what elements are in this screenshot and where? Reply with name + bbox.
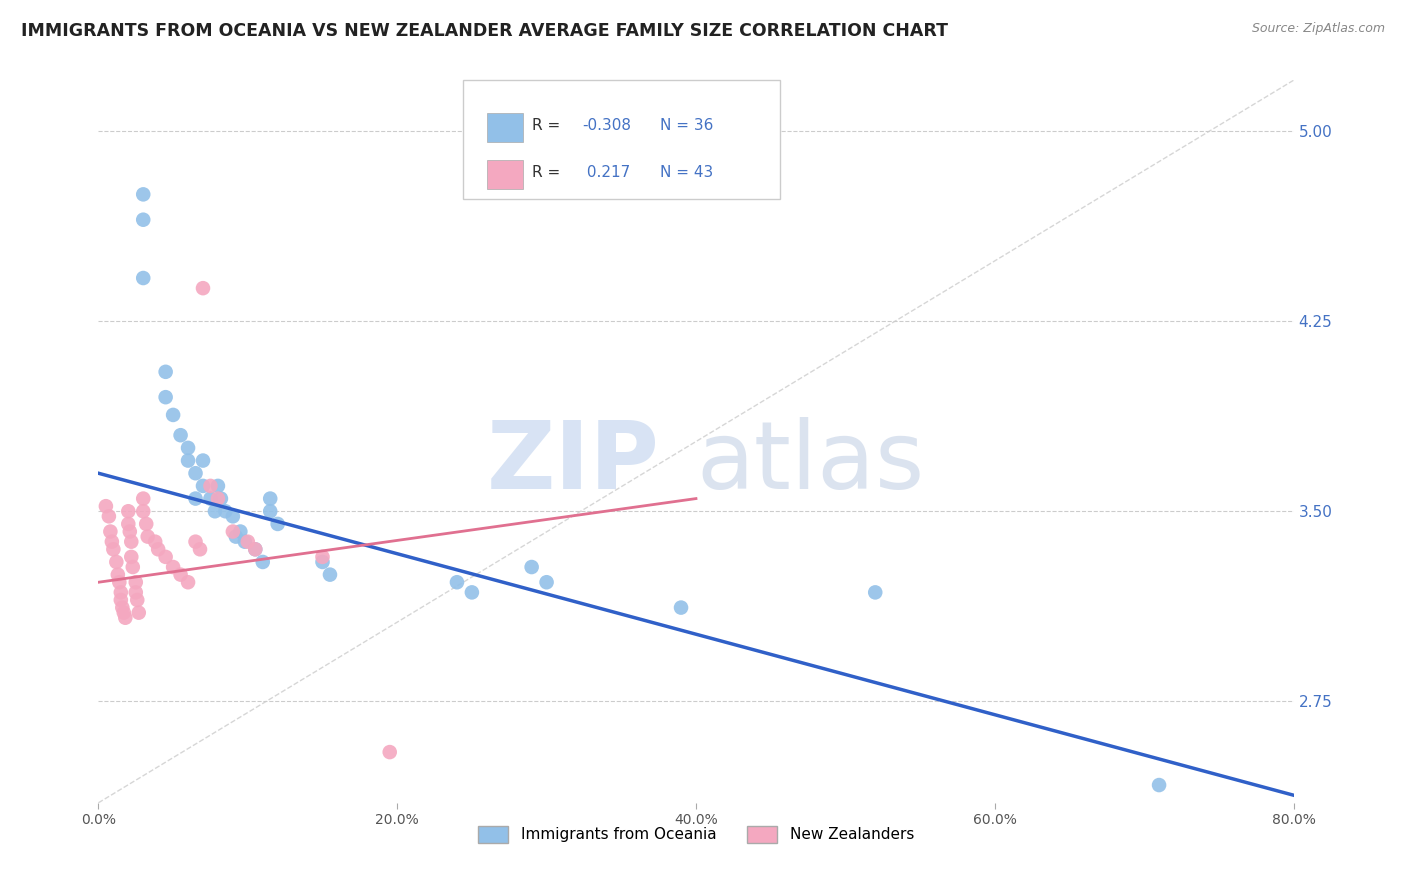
Point [127, 593, 149, 607]
Point [155, 549, 177, 564]
Text: N = 43: N = 43 [661, 164, 713, 179]
Point [107, 567, 129, 582]
Point [865, 585, 887, 599]
Point [191, 281, 214, 295]
Point [229, 524, 252, 539]
Point [252, 555, 274, 569]
Text: atlas: atlas [696, 417, 924, 509]
Point [132, 504, 155, 518]
Point [669, 600, 692, 615]
Point [184, 491, 207, 506]
Point [311, 555, 333, 569]
Point [169, 428, 191, 442]
Text: N = 36: N = 36 [661, 118, 713, 133]
Point [112, 606, 135, 620]
Point [536, 575, 558, 590]
FancyBboxPatch shape [486, 160, 523, 189]
Point [108, 575, 131, 590]
Point [101, 534, 124, 549]
Point [136, 530, 159, 544]
Point [207, 491, 229, 506]
Point [155, 365, 177, 379]
Point [169, 567, 191, 582]
Text: R =: R = [533, 118, 565, 133]
Point [132, 187, 155, 202]
Point [120, 534, 142, 549]
Point [319, 567, 342, 582]
Point [207, 479, 229, 493]
Point [245, 542, 267, 557]
Point [111, 600, 134, 615]
Point [191, 453, 214, 467]
Point [105, 555, 128, 569]
Point [98, 524, 122, 539]
Point [110, 593, 132, 607]
Point [225, 530, 247, 544]
Point [117, 504, 139, 518]
Point [1147, 778, 1170, 792]
Point [222, 524, 245, 539]
Point [128, 606, 150, 620]
Point [132, 271, 155, 285]
Point [155, 390, 177, 404]
Point [177, 441, 200, 455]
Point [209, 491, 232, 506]
Point [200, 479, 222, 493]
Point [520, 560, 543, 574]
Point [121, 560, 143, 574]
Point [117, 516, 139, 531]
Text: 0.217: 0.217 [582, 164, 631, 179]
Point [114, 611, 136, 625]
Point [184, 534, 207, 549]
Point [103, 542, 125, 557]
Point [143, 534, 166, 549]
Point [110, 585, 132, 599]
Text: ZIP: ZIP [488, 417, 661, 509]
Point [214, 504, 236, 518]
Text: -0.308: -0.308 [582, 118, 631, 133]
Point [135, 516, 157, 531]
Point [184, 467, 207, 481]
Point [236, 534, 259, 549]
Point [378, 745, 401, 759]
Point [162, 408, 184, 422]
Point [125, 585, 148, 599]
Point [120, 549, 142, 564]
Point [148, 542, 170, 557]
Point [204, 504, 226, 518]
Point [311, 549, 333, 564]
Point [132, 212, 155, 227]
Point [162, 560, 184, 574]
FancyBboxPatch shape [486, 112, 523, 142]
Point [177, 453, 200, 467]
Point [259, 491, 281, 506]
Point [97, 509, 120, 524]
Point [267, 516, 290, 531]
Point [222, 509, 245, 524]
FancyBboxPatch shape [463, 80, 780, 200]
Point [125, 575, 148, 590]
Point [200, 491, 222, 506]
Point [132, 491, 155, 506]
Point [446, 575, 468, 590]
Point [259, 504, 281, 518]
Point [94, 499, 117, 513]
Point [188, 542, 211, 557]
Point [245, 542, 267, 557]
Point [191, 479, 214, 493]
Point [118, 524, 141, 539]
Point [461, 585, 484, 599]
Text: IMMIGRANTS FROM OCEANIA VS NEW ZEALANDER AVERAGE FAMILY SIZE CORRELATION CHART: IMMIGRANTS FROM OCEANIA VS NEW ZEALANDER… [21, 22, 948, 40]
Point [233, 534, 256, 549]
Text: R =: R = [533, 164, 565, 179]
Point [177, 575, 200, 590]
Legend: Immigrants from Oceania, New Zealanders: Immigrants from Oceania, New Zealanders [472, 820, 920, 849]
Text: Source: ZipAtlas.com: Source: ZipAtlas.com [1251, 22, 1385, 36]
